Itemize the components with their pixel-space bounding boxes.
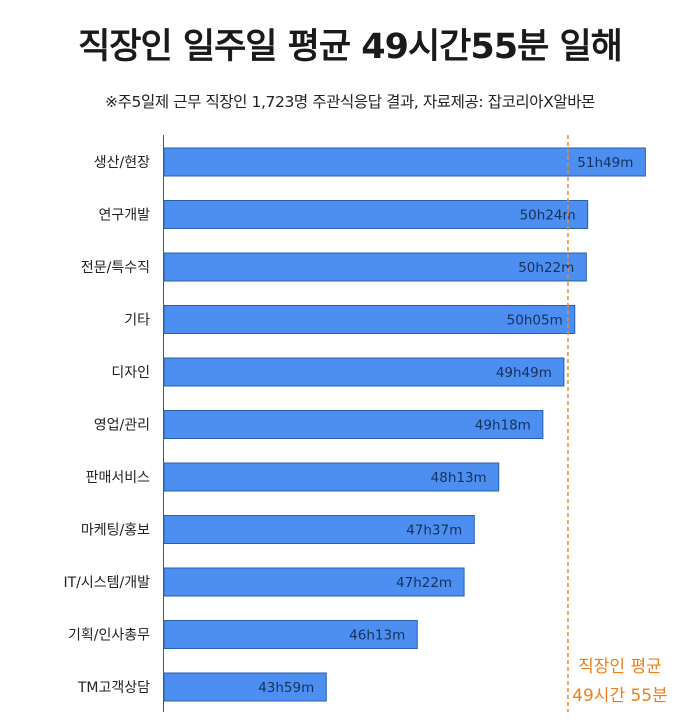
bar-value-label: 47h37m [406,523,462,539]
bar-value-label: 48h13m [431,470,487,486]
average-label-line1: 직장인 평균 [578,657,662,677]
bar [163,305,576,334]
bar-value-label: 43h59m [258,680,314,696]
bar [163,200,589,229]
category-label: 전문/특수직 [81,260,150,276]
bar-value-label: 46h13m [349,628,405,644]
bar [163,357,565,387]
average-label-line2: 49시간 55분 [572,686,668,706]
category-label: 생산/현장 [94,155,150,171]
bar-value-label: 50h24m [520,208,576,224]
bar [163,515,475,544]
bar-value-label: 47h22m [396,575,452,591]
bar [163,410,544,439]
category-label: 판매서비스 [86,470,151,486]
category-label: 디자인 [111,365,150,381]
category-label: IT/시스템/개발 [63,575,150,591]
bar [163,672,327,702]
category-label: TM고객상담 [77,680,150,696]
bar-value-label: 50h22m [518,260,574,276]
chart-title: 직장인 일주일 평균 49시간55분 일해 [78,27,623,67]
category-label: 기획/인사총무 [68,628,150,644]
bar [163,620,418,649]
category-label: 기타 [124,313,150,329]
category-label: 마케팅/홍보 [81,523,150,539]
category-label: 영업/관리 [94,418,150,434]
category-label: 연구개발 [98,208,150,224]
bar-value-label: 49h18m [475,418,531,434]
bar-value-label: 50h05m [507,313,563,329]
bar [163,462,500,492]
bar [163,567,465,597]
bar [163,252,587,282]
chart-subtitle: ※주5일제 근무 직장인 1,723명 주관식응답 결과, 자료제공: 잡코리아… [105,93,595,111]
bar-value-label: 51h49m [577,155,633,171]
bar [163,147,646,177]
bar-value-label: 49h49m [496,365,552,381]
